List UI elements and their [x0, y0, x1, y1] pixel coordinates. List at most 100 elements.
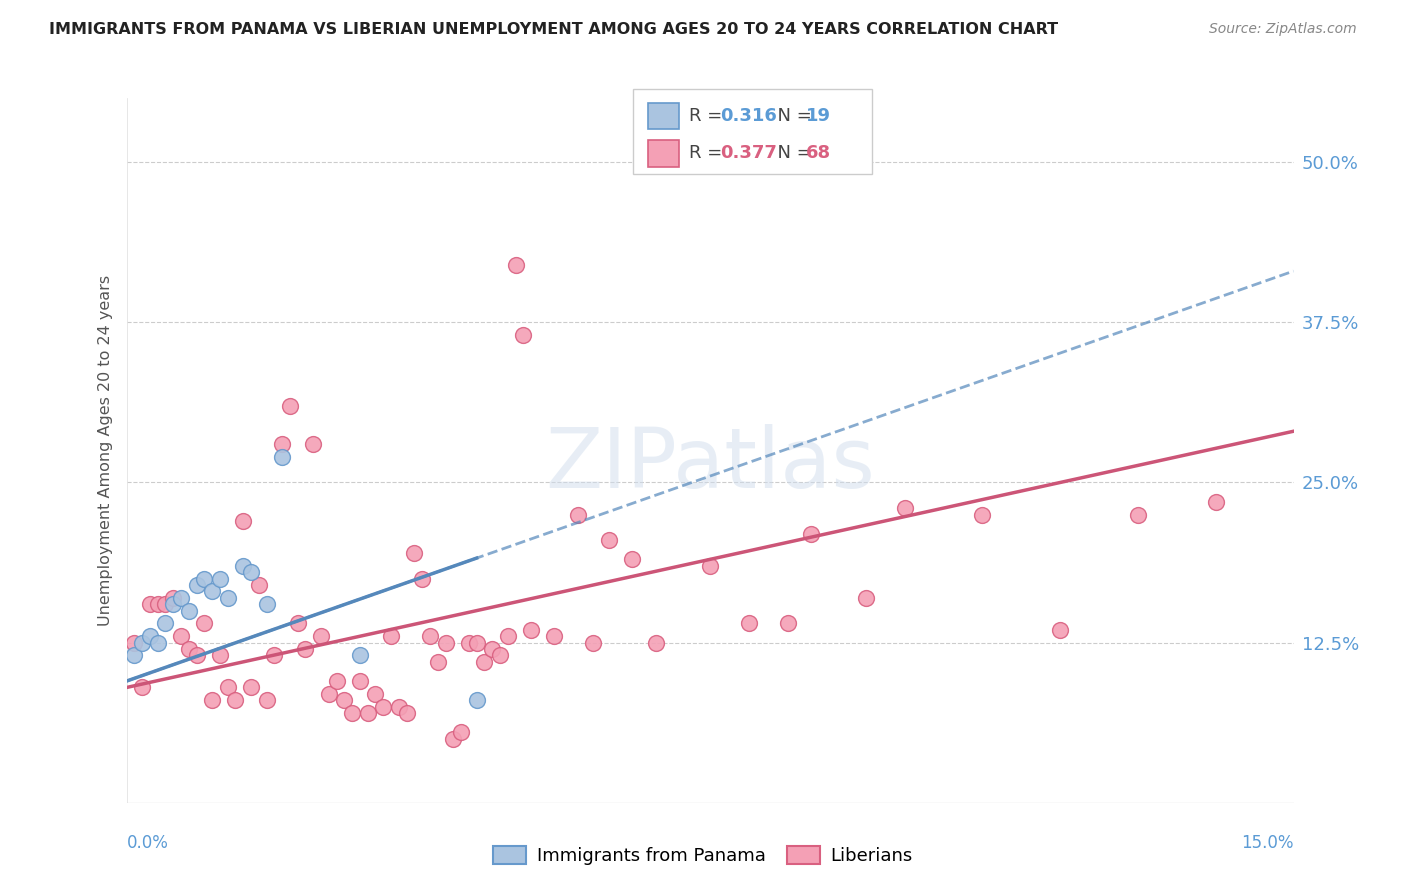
Point — [1049, 623, 1071, 637]
Point — [318, 687, 340, 701]
Point — [256, 693, 278, 707]
Point — [474, 655, 496, 669]
Point — [582, 635, 605, 649]
Point — [193, 616, 215, 631]
Point — [441, 731, 464, 746]
Point — [162, 591, 184, 605]
Point — [232, 558, 254, 573]
Point — [457, 635, 479, 649]
Point — [489, 648, 512, 663]
Text: 68: 68 — [806, 145, 831, 162]
Text: Source: ZipAtlas.com: Source: ZipAtlas.com — [1209, 22, 1357, 37]
Point — [855, 591, 877, 605]
Point — [146, 597, 169, 611]
Point — [340, 706, 363, 720]
Point — [333, 693, 356, 707]
Point — [201, 584, 224, 599]
Point — [621, 552, 644, 566]
Point — [162, 597, 184, 611]
Point — [287, 616, 309, 631]
Point — [193, 572, 215, 586]
Point — [217, 681, 239, 695]
Point — [271, 437, 294, 451]
Point — [155, 597, 177, 611]
Point — [699, 558, 721, 573]
Point — [186, 648, 208, 663]
Point — [349, 674, 371, 689]
Point — [505, 258, 527, 272]
Legend: Immigrants from Panama, Liberians: Immigrants from Panama, Liberians — [486, 838, 920, 872]
Point — [278, 399, 301, 413]
Text: IMMIGRANTS FROM PANAMA VS LIBERIAN UNEMPLOYMENT AMONG AGES 20 TO 24 YEARS CORREL: IMMIGRANTS FROM PANAMA VS LIBERIAN UNEMP… — [49, 22, 1059, 37]
Point — [131, 681, 153, 695]
Point — [349, 648, 371, 663]
Point — [567, 508, 589, 522]
Point — [426, 655, 449, 669]
Point — [893, 501, 915, 516]
Point — [201, 693, 224, 707]
Text: 0.316: 0.316 — [720, 107, 776, 125]
Point — [146, 635, 169, 649]
Text: 15.0%: 15.0% — [1241, 834, 1294, 852]
Text: 0.377: 0.377 — [720, 145, 776, 162]
Point — [1205, 494, 1227, 508]
Point — [776, 616, 799, 631]
Point — [325, 674, 347, 689]
Point — [357, 706, 380, 720]
Y-axis label: Unemployment Among Ages 20 to 24 years: Unemployment Among Ages 20 to 24 years — [98, 275, 114, 626]
Point — [543, 629, 565, 643]
Point — [139, 597, 162, 611]
Point — [208, 572, 231, 586]
Text: ZIPatlas: ZIPatlas — [546, 424, 875, 505]
Point — [170, 591, 193, 605]
Point — [177, 642, 200, 657]
Point — [124, 648, 146, 663]
Point — [1126, 508, 1149, 522]
Point — [450, 725, 472, 739]
Point — [800, 526, 823, 541]
Point — [419, 629, 441, 643]
Point — [481, 642, 503, 657]
Point — [217, 591, 239, 605]
Point — [263, 648, 285, 663]
Point — [240, 681, 263, 695]
Point — [309, 629, 332, 643]
Point — [373, 699, 395, 714]
Point — [598, 533, 620, 548]
Point — [271, 450, 294, 464]
Point — [465, 635, 488, 649]
Point — [131, 635, 153, 649]
Point — [232, 514, 254, 528]
Point — [155, 616, 177, 631]
Text: N =: N = — [766, 107, 818, 125]
Point — [364, 687, 387, 701]
Point — [972, 508, 994, 522]
Point — [496, 629, 519, 643]
Text: 0.0%: 0.0% — [127, 834, 169, 852]
Point — [465, 693, 488, 707]
Text: R =: R = — [689, 107, 728, 125]
Point — [512, 328, 534, 343]
Point — [411, 572, 433, 586]
Text: N =: N = — [766, 145, 818, 162]
Point — [124, 635, 146, 649]
Point — [738, 616, 761, 631]
Point — [208, 648, 231, 663]
Point — [177, 604, 200, 618]
Point — [644, 635, 666, 649]
Point — [256, 597, 278, 611]
Point — [302, 437, 325, 451]
Point — [294, 642, 316, 657]
Point — [404, 546, 426, 560]
Point — [520, 623, 543, 637]
Point — [170, 629, 193, 643]
Point — [434, 635, 457, 649]
Point — [380, 629, 402, 643]
Point — [240, 565, 263, 579]
Text: 19: 19 — [806, 107, 831, 125]
Point — [224, 693, 246, 707]
Point — [139, 629, 162, 643]
Text: R =: R = — [689, 145, 728, 162]
Point — [247, 578, 270, 592]
Point — [388, 699, 411, 714]
